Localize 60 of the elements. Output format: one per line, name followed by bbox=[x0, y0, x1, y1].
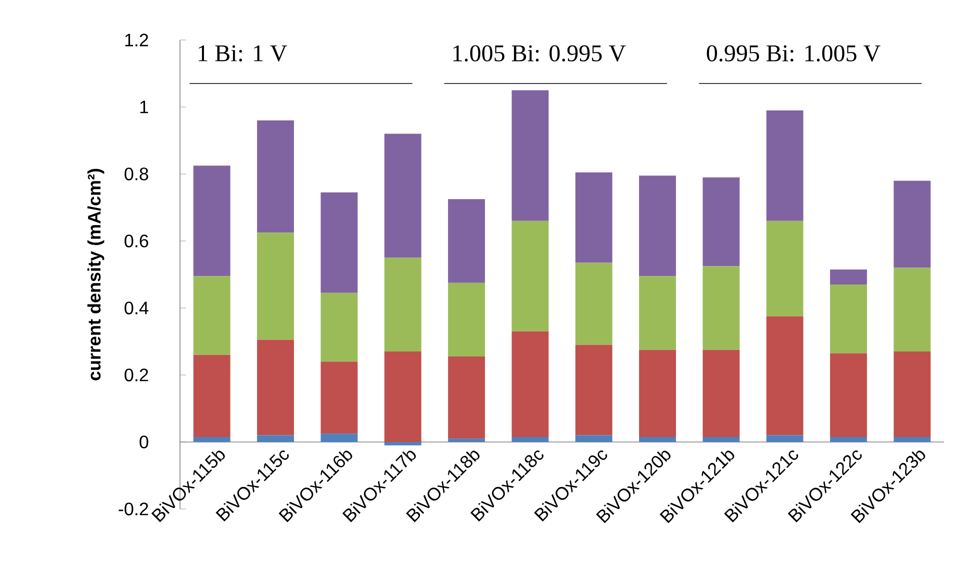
bar bbox=[894, 436, 931, 442]
bar bbox=[575, 172, 612, 263]
y-tick-label: 0.4 bbox=[124, 302, 148, 314]
annotation: 0.995 Bi: 1.005 V bbox=[706, 45, 880, 62]
bar bbox=[639, 350, 676, 437]
bar bbox=[320, 362, 358, 434]
bar bbox=[257, 340, 294, 436]
bar bbox=[448, 199, 485, 283]
bar bbox=[384, 352, 422, 442]
bar bbox=[830, 436, 867, 442]
bar bbox=[257, 232, 294, 340]
y-tick-label: -0.2 bbox=[118, 502, 148, 516]
bar bbox=[639, 276, 676, 350]
bar bbox=[193, 276, 230, 355]
y-tick-label: 0.8 bbox=[124, 168, 148, 180]
bar bbox=[639, 176, 676, 276]
bar bbox=[894, 180, 931, 268]
bar bbox=[384, 442, 422, 446]
y-tick-label: 0.2 bbox=[124, 368, 148, 382]
bar bbox=[257, 120, 294, 233]
bar bbox=[830, 284, 867, 354]
bar bbox=[512, 90, 549, 221]
bar bbox=[766, 435, 804, 442]
bar bbox=[766, 220, 804, 316]
bar bbox=[193, 166, 230, 276]
bar bbox=[193, 436, 230, 442]
bar bbox=[702, 436, 740, 442]
y-tick-label: 0 bbox=[140, 436, 148, 448]
bar bbox=[702, 266, 740, 350]
annotation: 1.005 Bi: 0.995 V bbox=[453, 45, 626, 62]
bar bbox=[320, 192, 358, 293]
bar bbox=[512, 331, 549, 437]
bar bbox=[384, 258, 422, 352]
bar bbox=[830, 269, 867, 285]
bar bbox=[766, 110, 804, 221]
bar bbox=[320, 434, 358, 442]
bar bbox=[575, 262, 612, 345]
bar bbox=[448, 282, 485, 357]
bar bbox=[575, 344, 612, 436]
bar bbox=[512, 220, 549, 332]
y-tick-label: 0.6 bbox=[124, 234, 148, 248]
bar bbox=[575, 435, 612, 442]
bar bbox=[512, 436, 549, 442]
bar bbox=[639, 436, 676, 442]
bar bbox=[766, 316, 804, 436]
bar bbox=[702, 177, 740, 266]
bar bbox=[448, 438, 485, 442]
bar bbox=[193, 354, 230, 437]
bar bbox=[702, 350, 740, 437]
bar bbox=[894, 268, 931, 352]
bar bbox=[894, 352, 931, 437]
bar bbox=[448, 356, 485, 439]
bar bbox=[384, 134, 422, 258]
y-axis-title: current density (mA/cm²) bbox=[87, 168, 104, 380]
y-tick-label: 1 bbox=[140, 100, 148, 114]
bar bbox=[320, 292, 358, 362]
bar bbox=[830, 353, 867, 437]
annotation: 1 Bi: 1 V bbox=[198, 45, 288, 62]
bar bbox=[257, 435, 294, 442]
y-tick-label: 1.2 bbox=[125, 34, 148, 46]
